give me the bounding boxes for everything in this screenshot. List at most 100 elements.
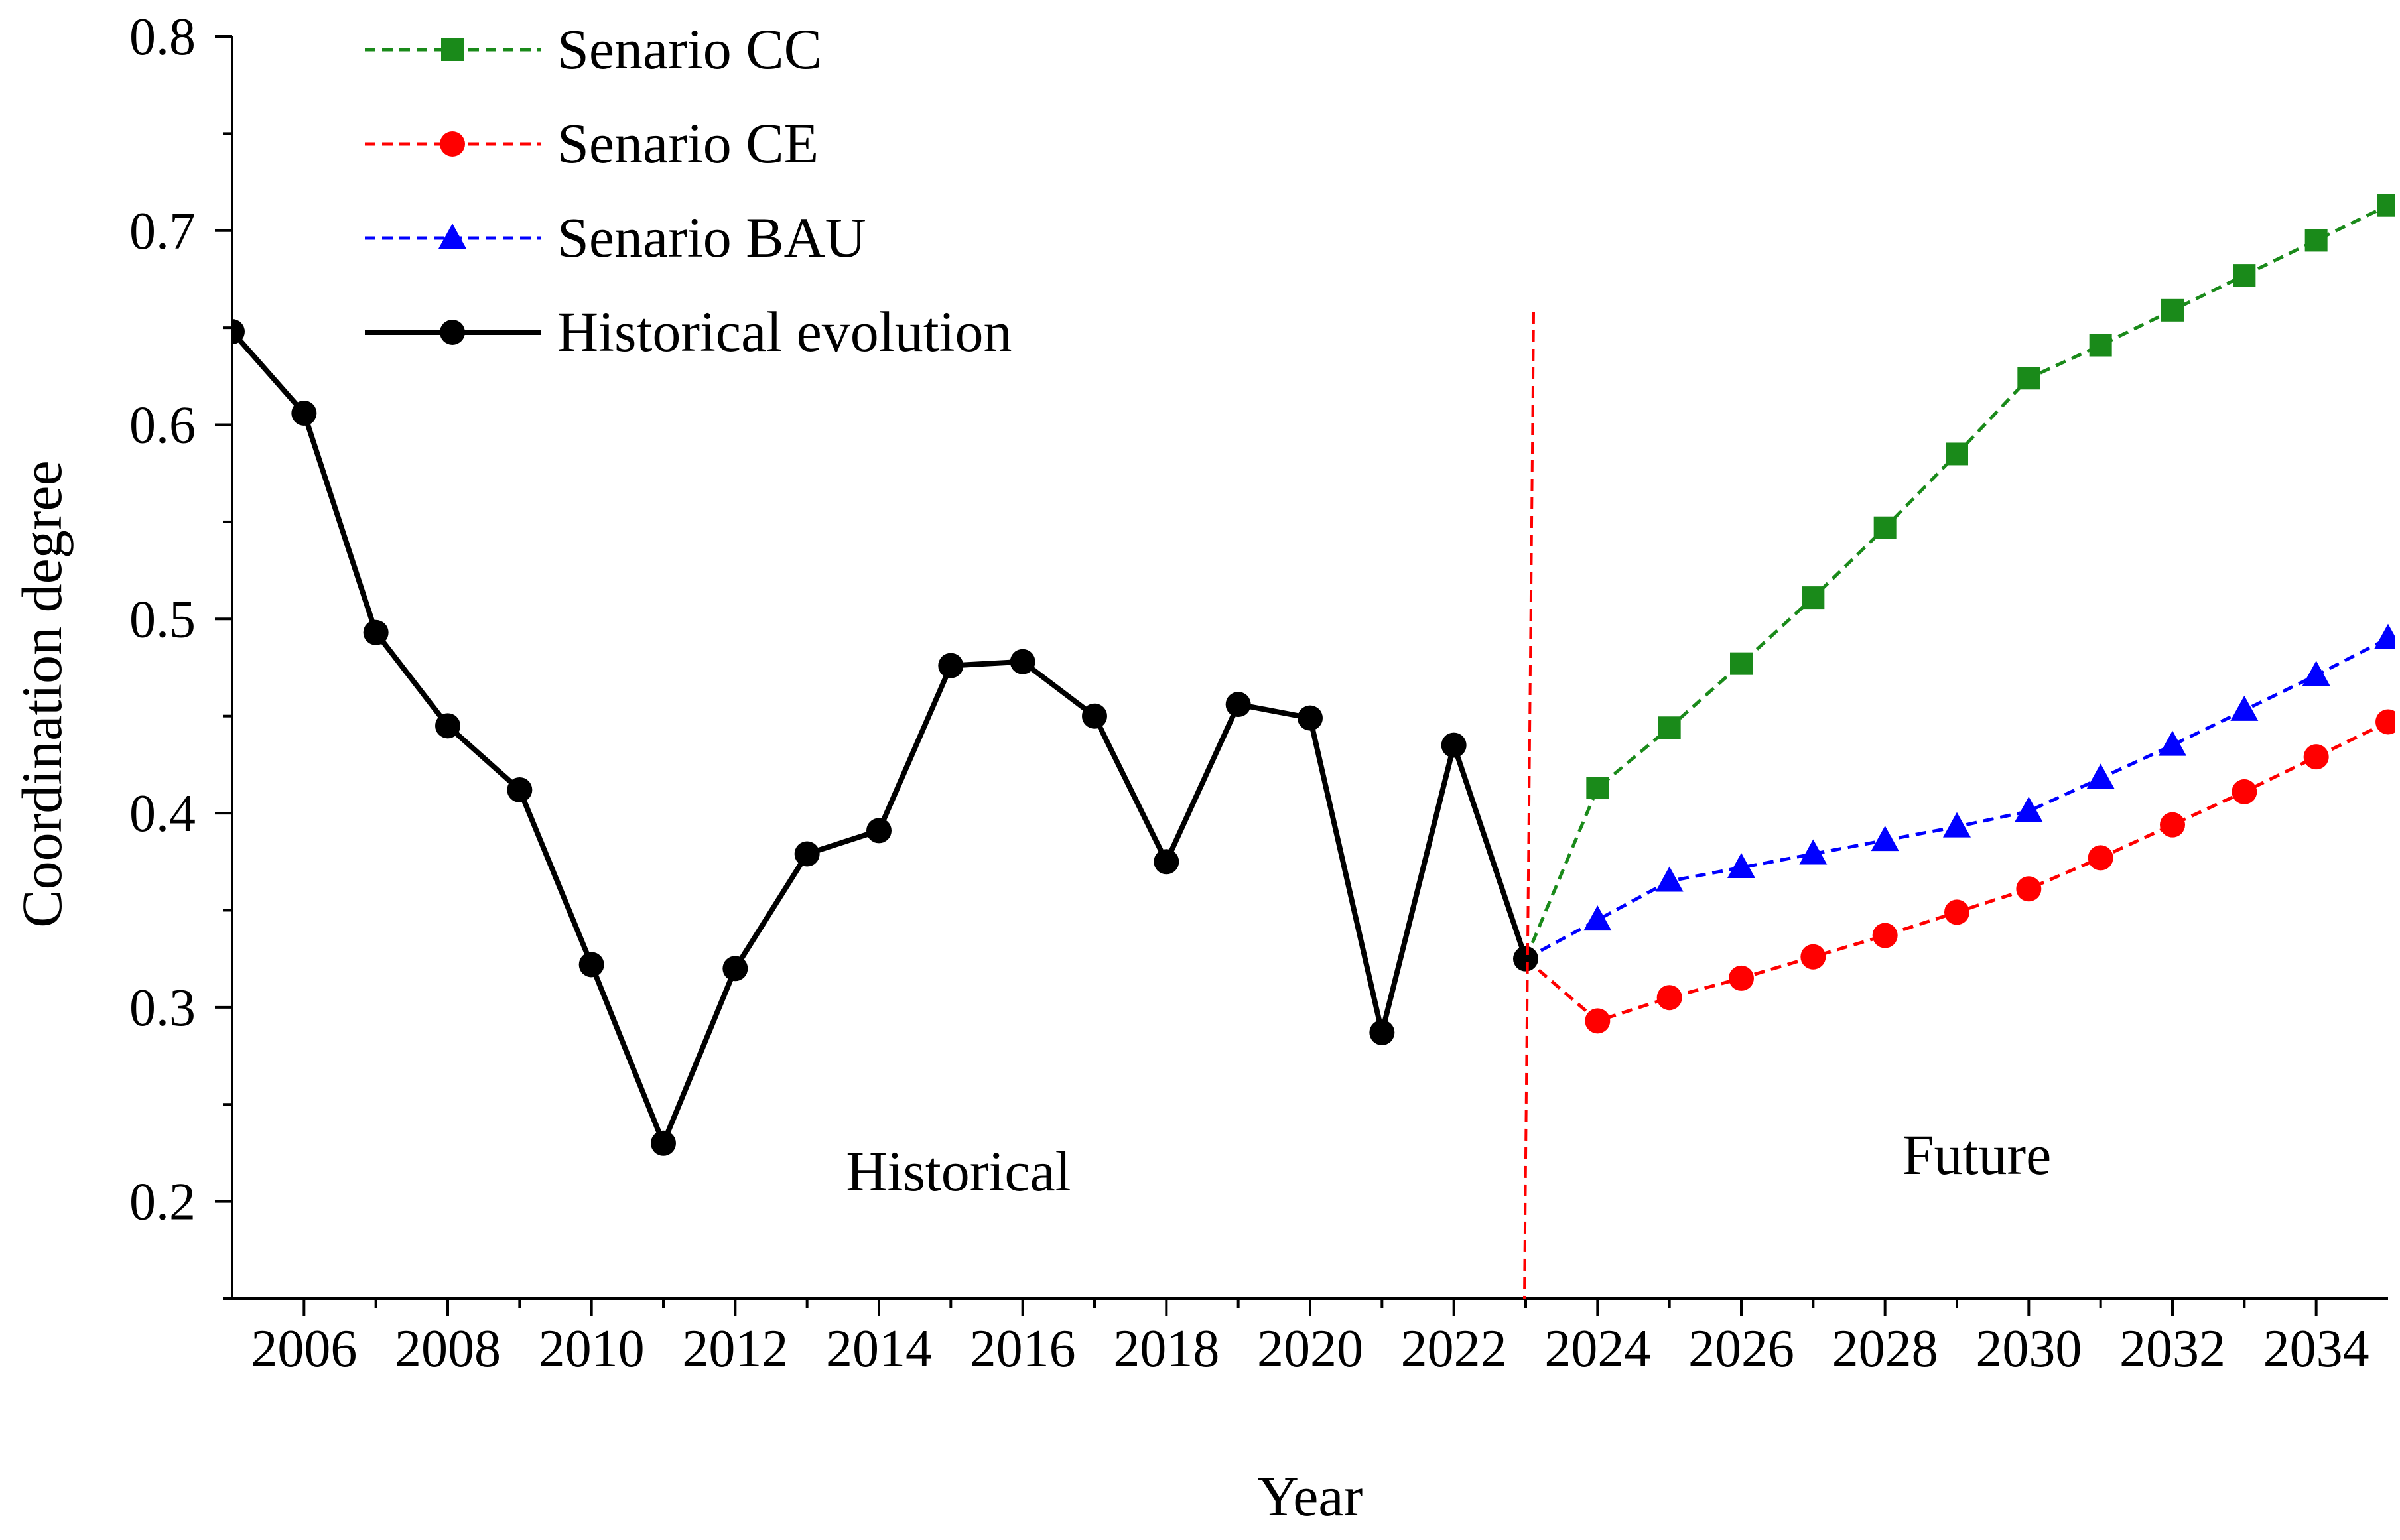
y-tick-label: 0.3 [129,979,196,1037]
annotation-future: Future [1902,1123,2052,1187]
y-tick-label: 0.7 [129,202,196,261]
data-point [1154,849,1179,875]
legend-entry: Historical evolution [365,300,1012,363]
data-point [2230,695,2259,721]
data-point [1583,905,1612,931]
data-point [2232,779,2257,804]
data-point [507,777,533,802]
series-historical-evolution [232,319,1538,1156]
data-point [1872,923,1898,948]
legend-entry: Senario BAU [365,206,866,269]
divider-line [1523,311,1535,1299]
legend-marker [440,131,465,157]
x-tick-label: 2012 [682,1320,788,1378]
data-point [2377,194,2395,217]
data-point [291,400,317,426]
x-tick-label: 2006 [251,1320,357,1378]
data-point [1729,965,1754,991]
x-tick-label: 2020 [1257,1320,1363,1378]
data-point [1944,899,1969,925]
annotation-layer: Historical Future [846,311,2052,1299]
data-point [722,956,748,982]
data-point [2089,334,2112,357]
data-point [1010,649,1035,674]
legend-marker [438,224,466,249]
data-point [2088,845,2113,871]
data-point [2233,264,2256,287]
data-point [1585,1008,1611,1034]
data-point [1513,946,1538,972]
x-tick-label: 2030 [1975,1320,2082,1378]
x-tick-label: 2026 [1688,1320,1794,1378]
x-tick-label: 2014 [826,1320,932,1378]
x-axis-title: Year [1258,1464,1363,1528]
legend-label: Senario CC [557,17,822,81]
y-tick-label: 0.5 [129,590,196,649]
data-point [232,319,245,345]
data-point [2159,730,2186,756]
annotation-historical: Historical [846,1139,1071,1203]
data-point [2304,229,2328,252]
series-senario-cc [1524,194,2395,960]
data-point [1799,839,1828,865]
data-point [866,818,892,844]
data-point [1727,853,1755,879]
data-point [1658,716,1681,739]
data-point [2160,812,2185,838]
data-point [2375,709,2395,735]
data-point [2374,623,2395,649]
series-line [232,330,1528,1146]
legend-marker [440,320,465,345]
data-point [1871,826,1899,852]
data-point [1802,586,1825,610]
data-point [1369,1019,1395,1045]
data-point [938,653,964,678]
x-tick-label: 2018 [1113,1320,1219,1378]
legend-marker [441,38,464,61]
legend-label: Senario BAU [557,206,866,269]
y-axis-title: Coordination degree [10,460,74,928]
legend-entry: Senario CC [365,17,822,81]
data-point [1656,985,1682,1011]
legend-entry: Senario CE [365,111,819,175]
data-point [435,713,460,739]
x-tick-label: 2010 [539,1320,645,1378]
series-layer [232,194,2395,1156]
series-senario-bau [1524,623,2395,960]
data-point [2016,876,2042,902]
data-point [2017,367,2040,390]
data-point [1586,777,1609,800]
legend-label: Senario CE [557,111,819,175]
x-tick-label: 2034 [2263,1320,2369,1378]
y-tick-label: 0.2 [129,1173,196,1232]
data-point [1946,442,1968,466]
data-point [2015,797,2043,822]
legend-label: Historical evolution [557,300,1012,363]
data-point [1943,812,1971,838]
y-tick-label: 0.8 [129,8,196,66]
data-point [1800,944,1826,970]
series-line [1524,204,2389,960]
data-point [1082,703,1107,729]
y-tick-label: 0.6 [129,397,196,455]
data-point [1873,516,1897,539]
series-senario-ce [1524,709,2395,1034]
data-point [1655,866,1684,892]
data-point [1225,692,1251,718]
x-tick-label: 2008 [395,1320,501,1378]
data-point [1441,732,1467,758]
x-tick-label: 2022 [1401,1320,1507,1378]
series-line [1524,720,2389,1023]
data-point [578,952,604,978]
x-tick-label: 2016 [970,1320,1076,1378]
data-point [2302,661,2330,686]
data-point [2303,744,2329,770]
x-tick-label: 2028 [1832,1320,1938,1378]
x-tick-label: 2032 [2119,1320,2226,1378]
data-point [363,619,389,645]
data-point [1730,652,1753,675]
legend: Senario CC Senario CE Senario BAU Historica… [365,17,1012,363]
x-tick-label: 2024 [1544,1320,1650,1378]
axes: 0.2 0.3 0.4 0.5 0.6 0.7 0.8 2006 2008 2010 2012 201… [10,8,2388,1528]
